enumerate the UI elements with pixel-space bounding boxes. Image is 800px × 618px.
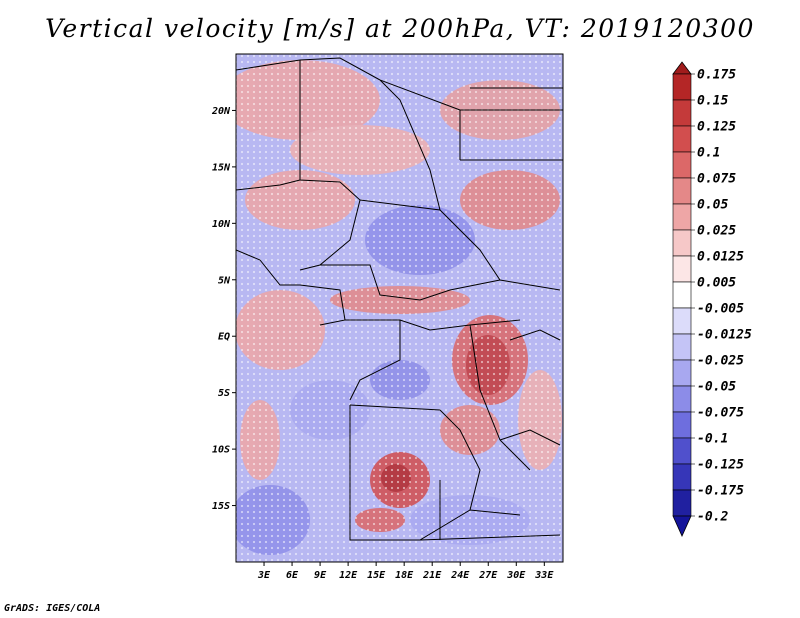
colorbar-segment <box>672 281 692 309</box>
colorbar-label: 0.005 <box>697 276 736 291</box>
colorbar-segment <box>672 73 692 101</box>
colorbar-label: 0.025 <box>697 224 736 239</box>
colorbar-segment <box>672 99 692 127</box>
colorbar-label: -0.025 <box>697 354 744 369</box>
lon-tick-label: 9E <box>314 570 327 581</box>
colorbar-segment <box>672 489 692 517</box>
colorbar-segment <box>672 125 692 153</box>
colorbar-label: 0.15 <box>697 94 728 109</box>
colorbar-segment <box>672 255 692 283</box>
lat-tick-label: 15S <box>212 501 230 512</box>
colorbar-top-arrow <box>672 61 692 75</box>
colorbar-segment <box>672 333 692 361</box>
lon-tick-label: 3E <box>257 570 271 581</box>
velocity-field <box>236 54 563 562</box>
colorbar-label: 0.0125 <box>697 250 744 265</box>
colorbar-segment <box>672 411 692 439</box>
colorbar-label: -0.175 <box>697 484 744 499</box>
colorbar-label: -0.005 <box>697 302 744 317</box>
colorbar-bottom-arrow <box>672 515 692 537</box>
lon-tick-label: 12E <box>339 570 358 581</box>
credit-text: GrADS: IGES/COLA <box>4 603 101 614</box>
colorbar-label: 0.05 <box>697 198 728 213</box>
colorbar-segment <box>672 229 692 257</box>
country-borders <box>236 57 563 541</box>
colorbar-label: -0.125 <box>697 458 744 473</box>
latitude-axis: 20N 15N 10N 5N EQ 5S 10S 15S <box>211 106 236 512</box>
chart-title: Vertical velocity [m/s] at 200hPa, VT: 2… <box>45 14 755 43</box>
lon-tick-label: 15E <box>367 570 386 581</box>
colorbar-label: -0.1 <box>697 432 728 447</box>
longitude-axis: 3E 6E 9E 12E 15E 18E 21E 24E 27E 30E 33E <box>257 562 554 581</box>
colorbar-segment <box>672 307 692 335</box>
colorbar-segment <box>672 359 692 387</box>
colorbar-label: -0.0125 <box>697 328 752 343</box>
colorbar-label: -0.075 <box>697 406 744 421</box>
map-frame <box>235 53 564 563</box>
lat-tick-label: 5S <box>218 388 230 399</box>
lon-tick-label: 24E <box>450 570 470 581</box>
colorbar: 0.175 0.15 0.125 0.1 0.075 0.05 0.025 0.0125 0.0… <box>672 61 752 537</box>
lat-tick-label: 5N <box>218 275 231 286</box>
lat-tick-label: 15N <box>212 162 231 173</box>
lon-tick-label: 27E <box>478 570 498 581</box>
colorbar-label: 0.125 <box>697 120 736 135</box>
colorbar-segment <box>672 151 692 179</box>
colorbar-label: 0.1 <box>697 146 720 161</box>
colorbar-segment <box>672 177 692 205</box>
colorbar-label: 0.075 <box>697 172 736 187</box>
colorbar-label: -0.2 <box>697 510 728 525</box>
lat-tick-label: 10S <box>212 445 230 456</box>
colorbar-segment <box>672 385 692 413</box>
colorbar-label: -0.05 <box>697 380 736 395</box>
lon-tick-label: 21E <box>422 570 442 581</box>
lon-tick-label: 33E <box>534 570 554 581</box>
lat-tick-label: 20N <box>211 106 231 117</box>
lon-tick-label: 30E <box>506 570 526 581</box>
lon-tick-label: 18E <box>395 570 414 581</box>
lon-tick-label: 6E <box>286 570 299 581</box>
lat-tick-label: EQ <box>218 332 230 343</box>
colorbar-segment <box>672 203 692 231</box>
colorbar-label: 0.175 <box>697 68 736 83</box>
lat-tick-label: 10N <box>212 219 231 230</box>
colorbar-segment <box>672 463 692 491</box>
colorbar-segment <box>672 437 692 465</box>
